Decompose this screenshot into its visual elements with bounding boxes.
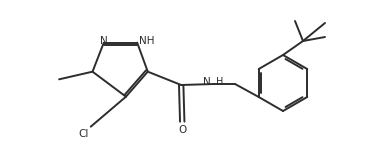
Text: H: H xyxy=(216,77,223,87)
Text: Cl: Cl xyxy=(79,129,89,139)
Text: N: N xyxy=(203,77,211,87)
Text: O: O xyxy=(178,125,187,135)
Text: N: N xyxy=(100,36,108,46)
Text: NH: NH xyxy=(139,36,155,46)
